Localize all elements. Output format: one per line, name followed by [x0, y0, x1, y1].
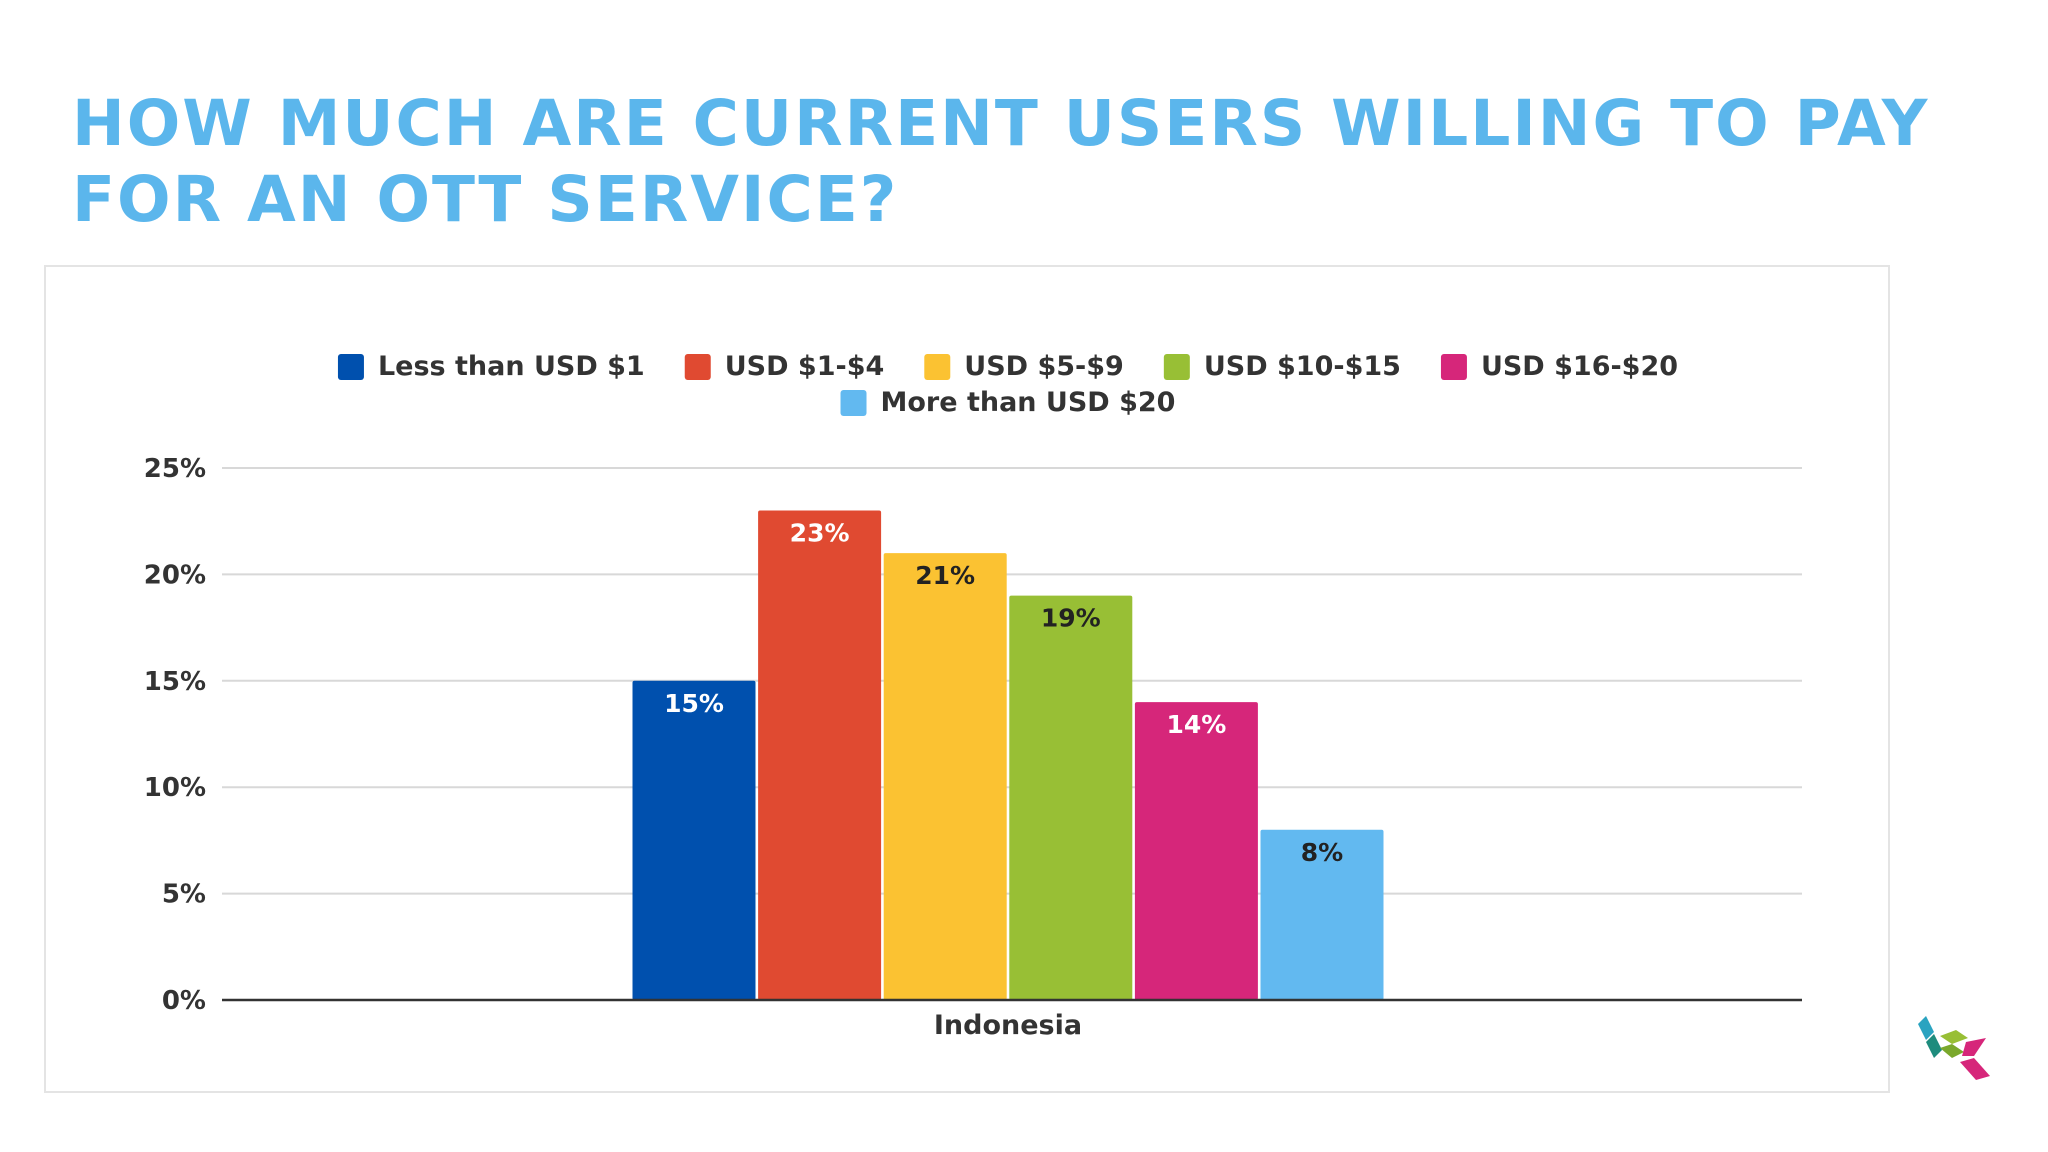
- bar-data-label: 8%: [1301, 838, 1343, 867]
- legend-label: USD $10-$15: [1204, 351, 1401, 382]
- y-tick-label: 15%: [144, 667, 206, 697]
- chart-bars: [633, 511, 1384, 1000]
- y-tick-label: 20%: [144, 560, 206, 590]
- legend-item: USD $5-$9: [924, 351, 1124, 382]
- bar-data-label: 15%: [664, 689, 724, 718]
- slide-title: HOW MUCH ARE CURRENT USERS WILLING TO PA…: [72, 86, 1972, 238]
- legend-swatch: [924, 354, 950, 380]
- bar: [633, 681, 756, 1000]
- bar: [758, 511, 881, 1000]
- legend-label: Less than USD $1: [378, 351, 645, 382]
- bar-data-label: 23%: [790, 519, 850, 548]
- legend-item: USD $1-$4: [685, 351, 885, 382]
- legend-label: USD $1-$4: [725, 351, 885, 382]
- bar-data-label: 14%: [1166, 710, 1226, 739]
- y-tick-label: 25%: [144, 454, 206, 484]
- bar: [1135, 702, 1258, 1000]
- legend-swatch: [338, 354, 364, 380]
- legend-swatch: [1441, 354, 1467, 380]
- legend-swatch: [841, 390, 867, 416]
- chart-frame: Less than USD $1 USD $1-$4 USD $5-$9 USD $1…: [44, 265, 1890, 1093]
- legend-label: USD $16-$20: [1481, 351, 1678, 382]
- legend-swatch: [1164, 354, 1190, 380]
- bar-chart: Less than USD $1 USD $1-$4 USD $5-$9 USD $1…: [46, 267, 1888, 1091]
- legend-item: USD $16-$20: [1441, 351, 1678, 382]
- bar-data-label: 19%: [1041, 604, 1101, 633]
- chart-legend: Less than USD $1 USD $1-$4 USD $5-$9 USD $1…: [338, 351, 1678, 418]
- bar-data-label: 21%: [915, 561, 975, 590]
- y-tick-label: 0%: [162, 986, 206, 1016]
- legend-item: USD $10-$15: [1164, 351, 1401, 382]
- y-tick-label: 10%: [144, 773, 206, 803]
- bar: [1009, 596, 1132, 1000]
- legend-item: More than USD $20: [841, 387, 1176, 418]
- legend-label: USD $5-$9: [964, 351, 1124, 382]
- y-axis: 0% 5% 10% 15% 20% 25%: [144, 454, 206, 1016]
- legend-item: Less than USD $1: [338, 351, 645, 382]
- legend-swatch: [685, 354, 711, 380]
- bar: [884, 553, 1007, 1000]
- legend-label: More than USD $20: [881, 387, 1176, 418]
- x-axis: Indonesia: [222, 1000, 1802, 1041]
- x-category-label: Indonesia: [934, 1010, 1082, 1041]
- company-logo-icon: [1916, 1016, 2000, 1096]
- y-tick-label: 5%: [162, 880, 206, 910]
